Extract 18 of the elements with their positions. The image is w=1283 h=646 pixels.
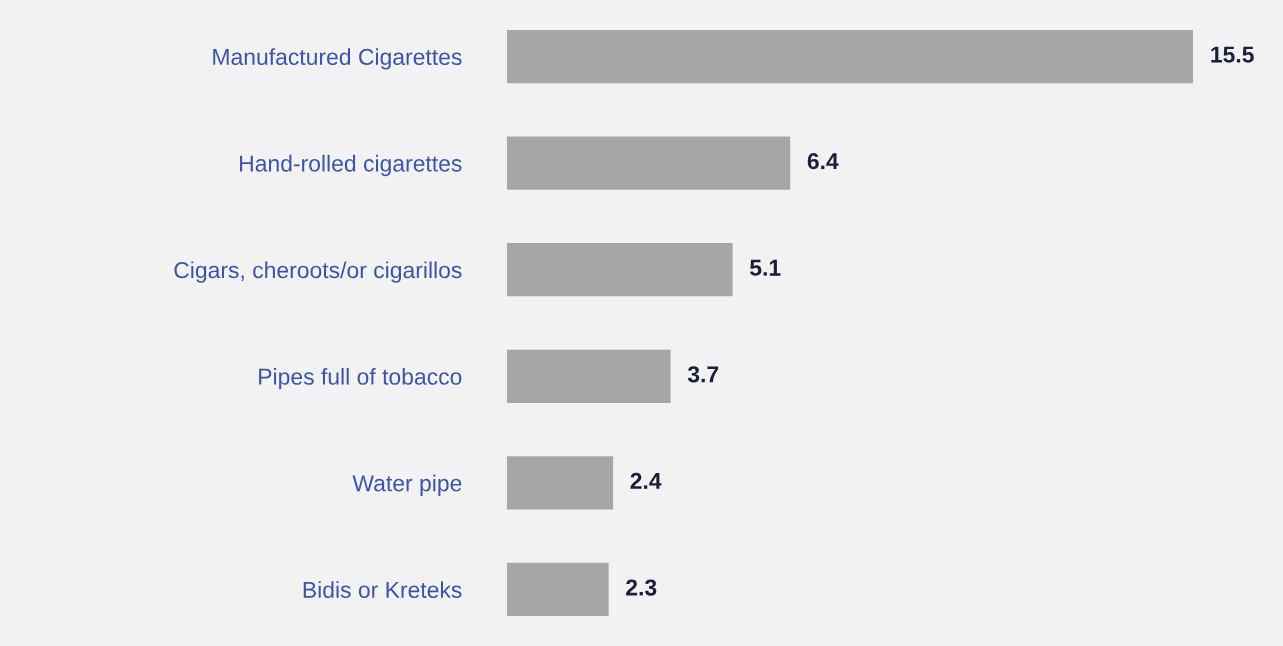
y-tick-label: Hand-rolled cigarettes (240, 154, 462, 177)
data-label: 2.4 (630, 472, 662, 489)
bar (506, 456, 614, 510)
bar (506, 349, 671, 403)
bar (506, 243, 733, 297)
data-label: 5.1 (750, 259, 781, 276)
y-tick-label: Pipes full of tobacco (259, 367, 462, 390)
y-tick-label: Cigars, cheroots/or cigarillos (174, 261, 462, 283)
bar (506, 136, 791, 190)
data-label: 6.4 (807, 153, 839, 170)
data-label: 2.3 (626, 579, 657, 596)
y-tick-label: Water pipe (352, 474, 462, 496)
data-label: 3.7 (687, 366, 719, 383)
bar (506, 562, 609, 617)
y-tick-label: Bidis or Kreteks (303, 581, 462, 598)
bar (506, 29, 1194, 84)
data-label: 15.5 (1211, 46, 1254, 63)
y-tick-label: Manufactured Cigarettes (213, 48, 462, 70)
